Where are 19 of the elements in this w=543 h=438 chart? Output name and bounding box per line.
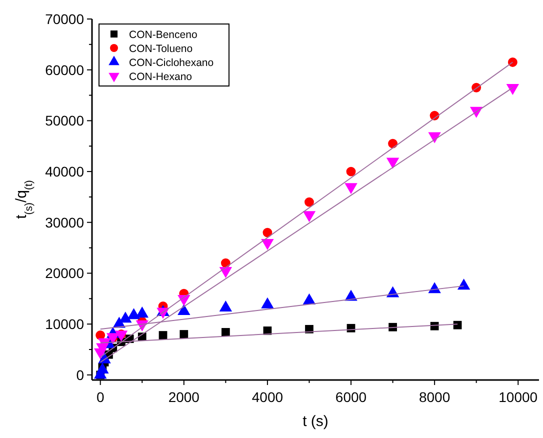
y-tick-label: 0	[76, 366, 84, 383]
y-tick-label: 40000	[45, 164, 84, 180]
x-tick-label: 4000	[252, 389, 284, 405]
y-tick-label: 20000	[45, 265, 84, 282]
y-tick-label: 60000	[45, 62, 84, 78]
legend-label: CON-Hexano	[129, 71, 192, 83]
legend-label: CON-Ciclohexano	[129, 57, 214, 69]
y-tick-label: 30000	[45, 214, 84, 230]
x-tick-label: 0	[96, 389, 104, 405]
legend-label: CON-Benceno	[129, 29, 198, 41]
x-tick-label: 10000	[498, 389, 538, 405]
y-tick-label: 10000	[45, 316, 84, 332]
y-tick-label: 70000	[45, 11, 84, 27]
x-axis-title: t (s)	[302, 413, 328, 430]
x-tick-label: 2000	[168, 389, 200, 405]
y-tick-label: 50000	[45, 112, 84, 129]
x-tick-label: 8000	[418, 389, 450, 405]
x-tick-label: 6000	[335, 389, 367, 405]
legend-label: CON-Tolueno	[129, 43, 193, 55]
